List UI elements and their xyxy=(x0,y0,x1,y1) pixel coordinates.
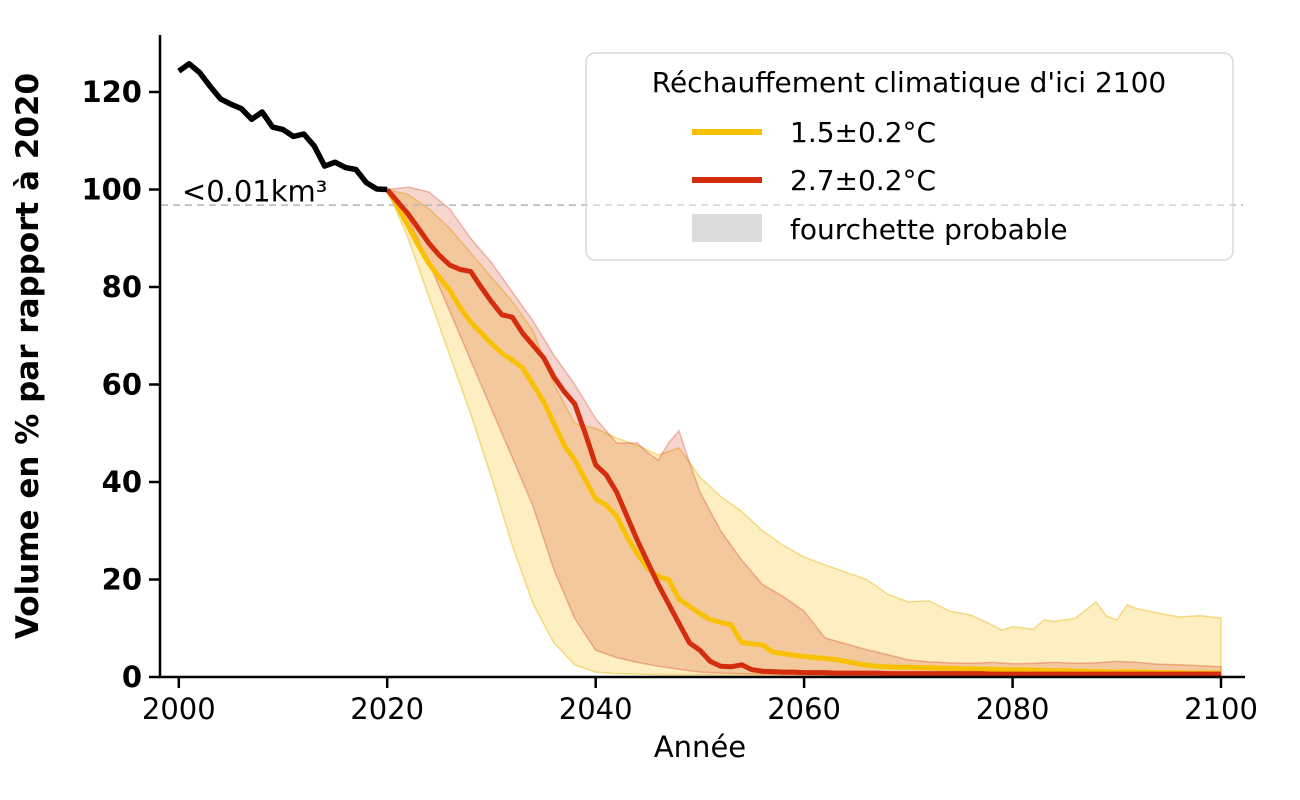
x-tick-label: 2080 xyxy=(976,692,1050,726)
x-tick-label: 2060 xyxy=(767,692,841,726)
legend-entry-label: 2.7±0.2°C xyxy=(790,164,936,197)
legend-box xyxy=(585,52,1234,261)
data-series xyxy=(177,61,1221,677)
y-tick-label: 20 xyxy=(102,563,142,597)
series-line-2 xyxy=(385,187,1221,677)
legend-entry-1-5c: 1.5±0.2°C xyxy=(692,116,936,149)
legend-entry-2-7c: 2.7±0.2°C xyxy=(692,164,936,197)
legend-patch-swatch-likely-range xyxy=(692,214,762,242)
x-tick-label: 2100 xyxy=(1184,692,1258,726)
y-tick-label: 120 xyxy=(81,75,142,109)
x-tick-label: 2000 xyxy=(142,692,216,726)
y-tick-label: 0 xyxy=(122,660,142,694)
x-axis: 2000 2020 2040 2060 2080 2100 xyxy=(142,675,1258,726)
y-tick-label: 60 xyxy=(102,368,142,402)
legend-entry-label: fourchette probable xyxy=(790,213,1068,246)
x-axis-label: Année xyxy=(654,730,746,764)
y-tick-label: 80 xyxy=(102,270,142,304)
x-tick-label: 2020 xyxy=(350,692,424,726)
legend-title: Réchauffement climatique d'ici 2100 xyxy=(652,66,1167,99)
series-line-1 xyxy=(385,188,1221,676)
x-tick-label: 2040 xyxy=(559,692,633,726)
legend-entry-label: 1.5±0.2°C xyxy=(790,116,936,149)
legend: Réchauffement climatique d'ici 2100 1.5±… xyxy=(585,52,1234,261)
legend-entry-likely-range: fourchette probable xyxy=(692,213,1068,246)
y-axis-label: Volume en % par rapport à 2020 xyxy=(10,73,46,639)
y-axis: 0 20 40 60 80 100 120 xyxy=(81,35,162,694)
threshold-annotation: <0.01km³ xyxy=(182,175,328,209)
band-1-5c xyxy=(385,188,1222,677)
y-tick-label: 40 xyxy=(102,465,142,499)
y-tick-label: 100 xyxy=(81,173,142,207)
series-line-0 xyxy=(177,61,388,193)
